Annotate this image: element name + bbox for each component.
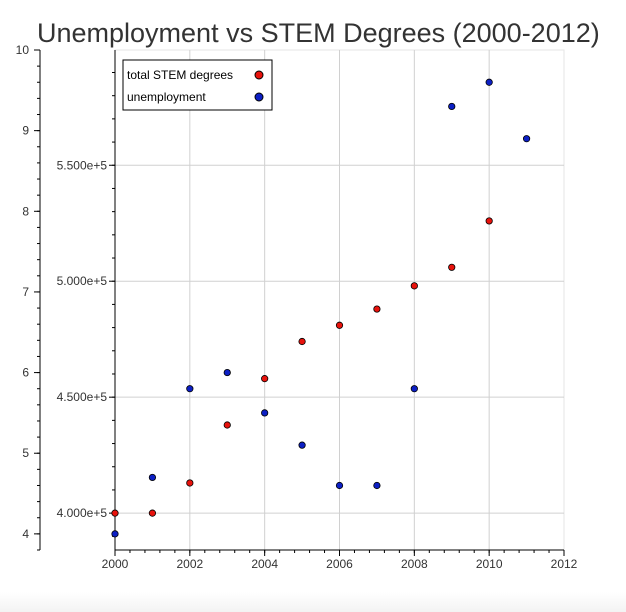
y-axis-inner-labels: 4.000e+5 4.500e+5 5.000e+5 5.500e+5 (44, 156, 110, 520)
legend-marker-total-stem-degrees (254, 70, 264, 80)
point-total-stem-degrees (223, 421, 231, 429)
y-inner-label-background (44, 504, 110, 520)
legend: total STEM degrees unemployment (122, 59, 273, 111)
x-tick-label: 2010 (476, 557, 503, 571)
chart-title: Unemployment vs STEM Degrees (2000-2012) (37, 18, 600, 48)
gridlines (115, 50, 564, 550)
point-unemployment (261, 409, 269, 417)
y-left-tick-label: 4 (22, 527, 29, 541)
point-total-stem-degrees (485, 217, 493, 225)
legend-box (122, 59, 273, 111)
point-unemployment (298, 441, 306, 449)
y-inner-tick-label: 5.000e+5 (57, 274, 108, 288)
x-tick-label: 2004 (251, 557, 278, 571)
y-inner-tick-label: 5.500e+5 (57, 158, 108, 172)
y-inner-label-background (44, 388, 110, 404)
point-total-stem-degrees (148, 509, 157, 517)
point-unemployment (186, 385, 194, 393)
y-left-tick-label: 5 (22, 446, 29, 460)
y-inner-tick-label: 4.500e+5 (57, 390, 108, 404)
y-inner-label-background (44, 272, 110, 288)
y-left-tick-label: 10 (16, 43, 30, 57)
point-total-stem-degrees (448, 263, 456, 271)
point-total-stem-degrees (186, 479, 194, 487)
y-left-tick-label: 9 (22, 124, 29, 138)
window-bottom-bar (0, 592, 626, 612)
point-unemployment (448, 102, 456, 111)
x-tick-label: 2000 (102, 557, 129, 571)
point-unemployment (522, 135, 531, 143)
y-axis-inner (109, 71, 115, 537)
y-left-tick-label: 8 (22, 204, 29, 218)
point-unemployment (335, 481, 344, 490)
point-total-stem-degrees (111, 509, 119, 517)
point-unemployment (485, 78, 493, 86)
data-points (111, 78, 531, 538)
x-tick-label: 2006 (326, 557, 353, 571)
point-total-stem-degrees (298, 337, 306, 346)
y-left-tick-label: 6 (22, 366, 29, 380)
point-total-stem-degrees (410, 282, 418, 290)
x-tick-label: 2012 (551, 557, 578, 571)
x-tick-label: 2002 (176, 557, 203, 571)
y-axis-left: 4 5 6 7 8 9 10 (16, 43, 40, 551)
legend-label-total-stem-degrees: total STEM degrees (127, 68, 233, 82)
point-unemployment (410, 385, 418, 393)
point-total-stem-degrees (261, 375, 269, 383)
x-axis: 2000 2002 2004 2006 2008 2010 2012 (102, 550, 578, 571)
point-unemployment (223, 368, 231, 377)
y-left-tick-label: 7 (22, 285, 29, 299)
y-inner-label-background (44, 156, 110, 172)
point-total-stem-degrees (335, 321, 344, 329)
x-tick-label: 2008 (401, 557, 428, 571)
legend-label-unemployment: unemployment (127, 90, 206, 104)
point-unemployment (148, 473, 157, 482)
point-unemployment (111, 530, 119, 538)
point-unemployment (373, 481, 381, 490)
point-total-stem-degrees (373, 305, 381, 313)
y-inner-tick-label: 4.000e+5 (57, 506, 108, 520)
legend-marker-unemployment (254, 92, 264, 102)
